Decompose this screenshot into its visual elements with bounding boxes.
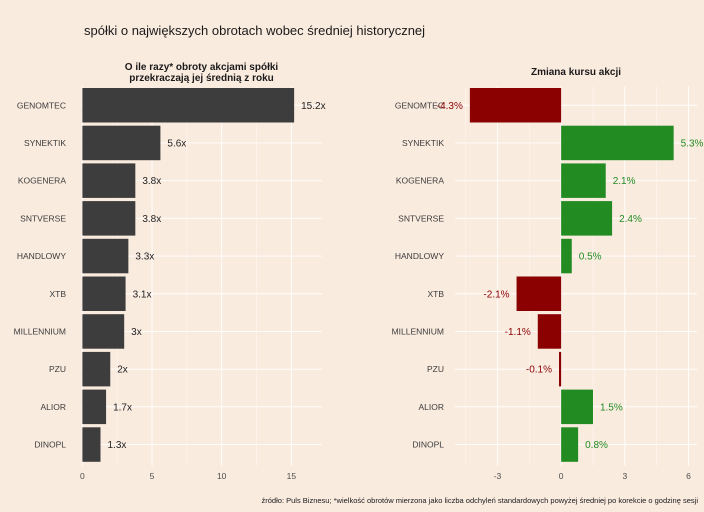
category-label: DINOPL xyxy=(412,440,444,450)
category-label: ALIOR xyxy=(40,402,66,412)
bar xyxy=(82,314,125,349)
category-label: MILLENNIUM xyxy=(14,326,66,336)
bar xyxy=(82,427,101,462)
x-tick-label: 15 xyxy=(287,471,297,481)
bar xyxy=(82,238,129,274)
value-label: -4.3% xyxy=(437,101,463,112)
value-label: 0.5% xyxy=(579,252,602,263)
bar xyxy=(82,88,295,123)
value-label: 5.6x xyxy=(167,138,186,149)
value-label: 2.4% xyxy=(619,214,642,225)
bar xyxy=(561,389,593,425)
x-tick-label: 0 xyxy=(559,471,564,481)
category-label: SNTVERSE xyxy=(20,213,66,223)
category-label: PZU xyxy=(49,364,66,374)
x-tick-label: 0 xyxy=(80,471,85,481)
chart-caption: źródło: Puls Biznesu; *wielkość obrotów … xyxy=(262,496,699,505)
bar xyxy=(469,88,562,123)
value-label: 15.2x xyxy=(301,101,325,112)
category-label: XTB xyxy=(49,289,66,299)
x-tick-label: 5 xyxy=(150,471,155,481)
x-tick-label: 10 xyxy=(217,471,227,481)
bar xyxy=(537,314,562,349)
category-label: SYNEKTIK xyxy=(402,138,444,148)
bar xyxy=(561,201,613,236)
bar xyxy=(516,276,562,311)
value-label: 3.8x xyxy=(142,176,161,187)
value-label: 3.8x xyxy=(142,214,161,225)
bar xyxy=(561,125,674,161)
x-tick-label: 6 xyxy=(686,471,691,481)
x-tick-label: -3 xyxy=(494,471,502,481)
bar xyxy=(82,389,107,425)
category-label: DINOPL xyxy=(34,440,66,450)
category-label: GENOMTEC xyxy=(17,100,66,110)
value-label: 5.3% xyxy=(681,138,704,149)
category-label: MILLENNIUM xyxy=(392,326,444,336)
category-label: HANDLOWY xyxy=(17,251,66,261)
panel-turnover: O ile razy* obroty akcjami spółki przekra… xyxy=(14,62,326,481)
value-label: -0.1% xyxy=(526,365,552,376)
panel-title: Zmiana kursu akcji xyxy=(531,67,621,78)
category-label: KOGENERA xyxy=(18,176,67,186)
value-label: 1.3x xyxy=(108,440,127,451)
bar xyxy=(82,276,126,311)
bar xyxy=(559,351,562,387)
bar xyxy=(82,351,111,387)
category-label: ALIOR xyxy=(418,402,444,412)
value-label: 0.8% xyxy=(585,440,608,451)
category-label: GENOMTEC xyxy=(395,100,444,110)
bar xyxy=(561,427,579,462)
category-label: SYNEKTIK xyxy=(24,138,66,148)
category-label: PZU xyxy=(427,364,444,374)
value-label: 1.7x xyxy=(113,402,132,413)
bar xyxy=(561,163,606,198)
chart-title: spółki o największych obrotach wobec śre… xyxy=(84,23,425,38)
bar xyxy=(82,201,136,236)
panel-title: O ile razy* obroty akcjami spółki przekra… xyxy=(125,62,279,84)
value-label: 3.3x xyxy=(135,252,154,263)
value-label: 3.1x xyxy=(133,289,152,300)
bar xyxy=(82,163,136,198)
value-label: -2.1% xyxy=(483,289,509,300)
value-label: 2.1% xyxy=(613,176,636,187)
x-tick-label: 3 xyxy=(622,471,627,481)
value-label: 1.5% xyxy=(600,402,623,413)
bar xyxy=(561,238,572,274)
category-label: KOGENERA xyxy=(396,176,445,186)
value-label: 3x xyxy=(131,327,142,338)
category-label: SNTVERSE xyxy=(398,213,444,223)
category-label: XTB xyxy=(427,289,444,299)
category-label: HANDLOWY xyxy=(395,251,444,261)
panel-price-change: Zmiana kursu akcji GENOMTEC-4.3% SYNEKTIK 5… xyxy=(392,67,704,481)
value-label: -1.1% xyxy=(505,327,531,338)
value-label: 2x xyxy=(117,365,128,376)
bar xyxy=(82,125,161,161)
